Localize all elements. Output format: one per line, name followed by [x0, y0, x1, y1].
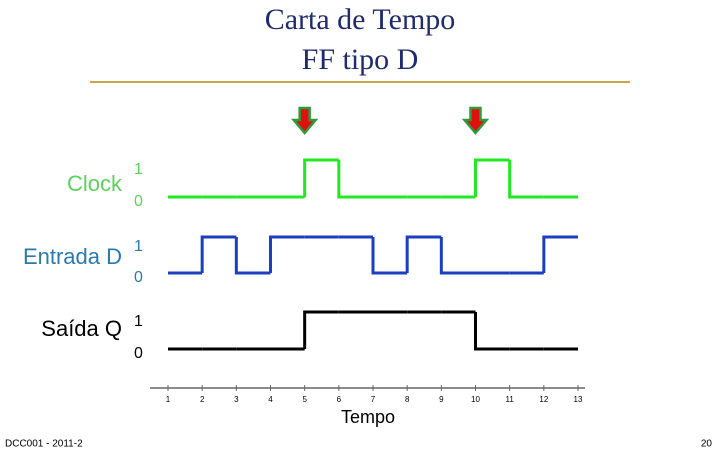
signal-segment	[405, 235, 442, 273]
tick-label: 4	[268, 395, 273, 404]
level-label: 0	[134, 193, 143, 210]
signal-segment	[474, 158, 510, 197]
tick-label: 11	[506, 395, 515, 404]
signal-segment	[542, 235, 578, 273]
signal-name: Clock	[67, 171, 123, 196]
axis-label: Tempo	[341, 407, 395, 427]
level-label: 1	[134, 161, 143, 178]
signal-segment	[474, 312, 510, 351]
signal-segment	[269, 235, 305, 273]
level-label: 0	[134, 345, 143, 362]
tick-label: 3	[234, 395, 239, 404]
tick-label: 1	[166, 395, 171, 404]
level-label: 1	[134, 313, 143, 330]
footer-text: DCC001 - 2011-2	[5, 439, 83, 450]
signal-name: Saída Q	[41, 316, 122, 341]
title-line: FF tipo D	[302, 43, 419, 76]
signal-segment	[234, 237, 271, 275]
signal-segment	[303, 158, 339, 197]
signal-name: Entrada D	[23, 244, 122, 269]
tick-label: 2	[200, 395, 205, 404]
tick-label: 7	[371, 395, 376, 404]
title-line: Carta de Tempo	[265, 3, 456, 36]
signal-segment	[303, 310, 339, 349]
tick-label: 5	[302, 395, 307, 404]
tick-label: 12	[539, 395, 548, 404]
tick-label: 9	[439, 395, 444, 404]
signal-segment	[439, 237, 476, 275]
tick-label: 6	[337, 395, 342, 404]
signal-segment	[371, 237, 408, 275]
signal-segment	[508, 160, 544, 199]
level-label: 1	[134, 238, 143, 255]
tick-label: 8	[405, 395, 410, 404]
tick-label: 13	[574, 395, 583, 404]
clock-arrow	[290, 106, 319, 135]
signal-segment	[200, 235, 237, 273]
tick-label: 10	[471, 395, 480, 404]
level-label: 0	[134, 269, 143, 286]
page-number: 20	[701, 439, 713, 450]
signal-segment	[337, 160, 373, 199]
clock-arrow	[461, 106, 490, 135]
